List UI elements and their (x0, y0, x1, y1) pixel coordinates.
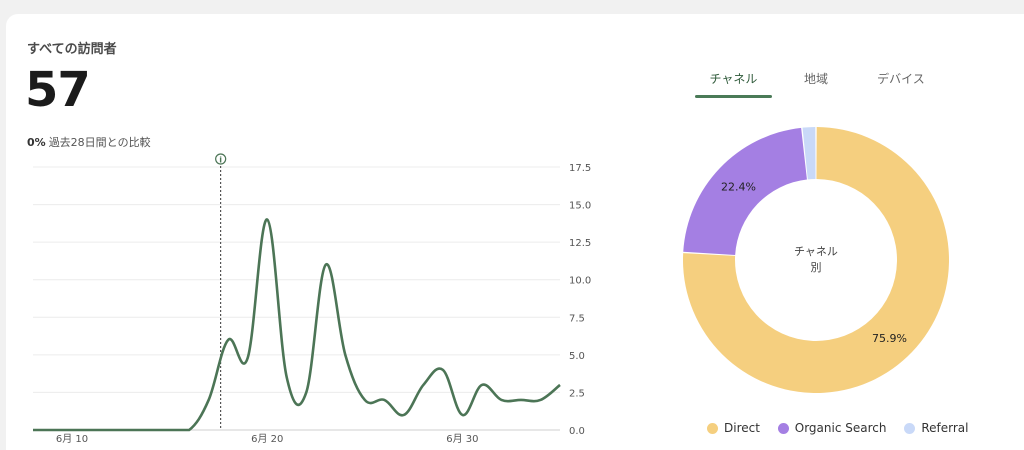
x-tick-label: 6月 20 (251, 433, 283, 445)
legend-item-organic-search[interactable]: Organic Search (777, 421, 887, 435)
legend-label-direct: Direct (724, 421, 760, 435)
legend-swatch-referral (904, 422, 916, 434)
x-tick-label: 6月 30 (446, 433, 478, 445)
info-icon (215, 153, 227, 165)
comparison-text: 0% 過去28日間との比較 (27, 134, 151, 150)
y-tick-label: 12.5 (569, 238, 591, 249)
y-tick-label: 2.5 (569, 388, 585, 399)
legend-item-direct[interactable]: Direct (707, 421, 760, 435)
donut-slice-direct (682, 127, 950, 393)
info-icon-glyph: i (219, 156, 222, 165)
y-tick-label: 15.0 (569, 201, 591, 212)
active-tab-indicator (695, 95, 772, 98)
breakdown-tabs: チャネル 地域 デバイス (695, 70, 955, 98)
tab-channel[interactable]: チャネル (709, 72, 758, 86)
legend-label-referral: Referral (921, 421, 969, 435)
slice-label-direct: 75.9% (872, 332, 907, 345)
y-tick-label: 0.0 (569, 426, 585, 437)
comparison-period: 過去28日間との比較 (48, 136, 151, 149)
legend-item-referral[interactable]: Referral (904, 421, 968, 435)
legend-swatch-organic-search (777, 422, 789, 434)
tab-device[interactable]: デバイス (877, 72, 925, 86)
y-tick-label: 7.5 (569, 313, 585, 324)
slice-label-organic-search: 22.4% (721, 180, 756, 193)
comparison-percent: 0% (27, 136, 46, 149)
card-title: すべての訪問者 (27, 42, 117, 57)
y-tick-label: 17.5 (569, 163, 591, 174)
donut-legend: Direct Organic Search Referral (707, 421, 982, 437)
legend-label-organic-search: Organic Search (794, 421, 887, 435)
y-tick-label: 5.0 (569, 351, 585, 362)
visitors-series-line (33, 218, 561, 432)
x-tick-label: 6月 10 (56, 433, 88, 445)
donut-slice-organic-search (683, 127, 807, 255)
y-tick-label: 10.0 (569, 276, 591, 287)
donut-center-label: チャネル (794, 245, 838, 258)
legend-swatch-direct (707, 422, 718, 434)
donut-center-sublabel: 別 (811, 261, 822, 274)
visitor-count: 57 (25, 62, 91, 118)
tab-region[interactable]: 地域 (803, 72, 828, 86)
donut-slice-referral (802, 127, 816, 180)
